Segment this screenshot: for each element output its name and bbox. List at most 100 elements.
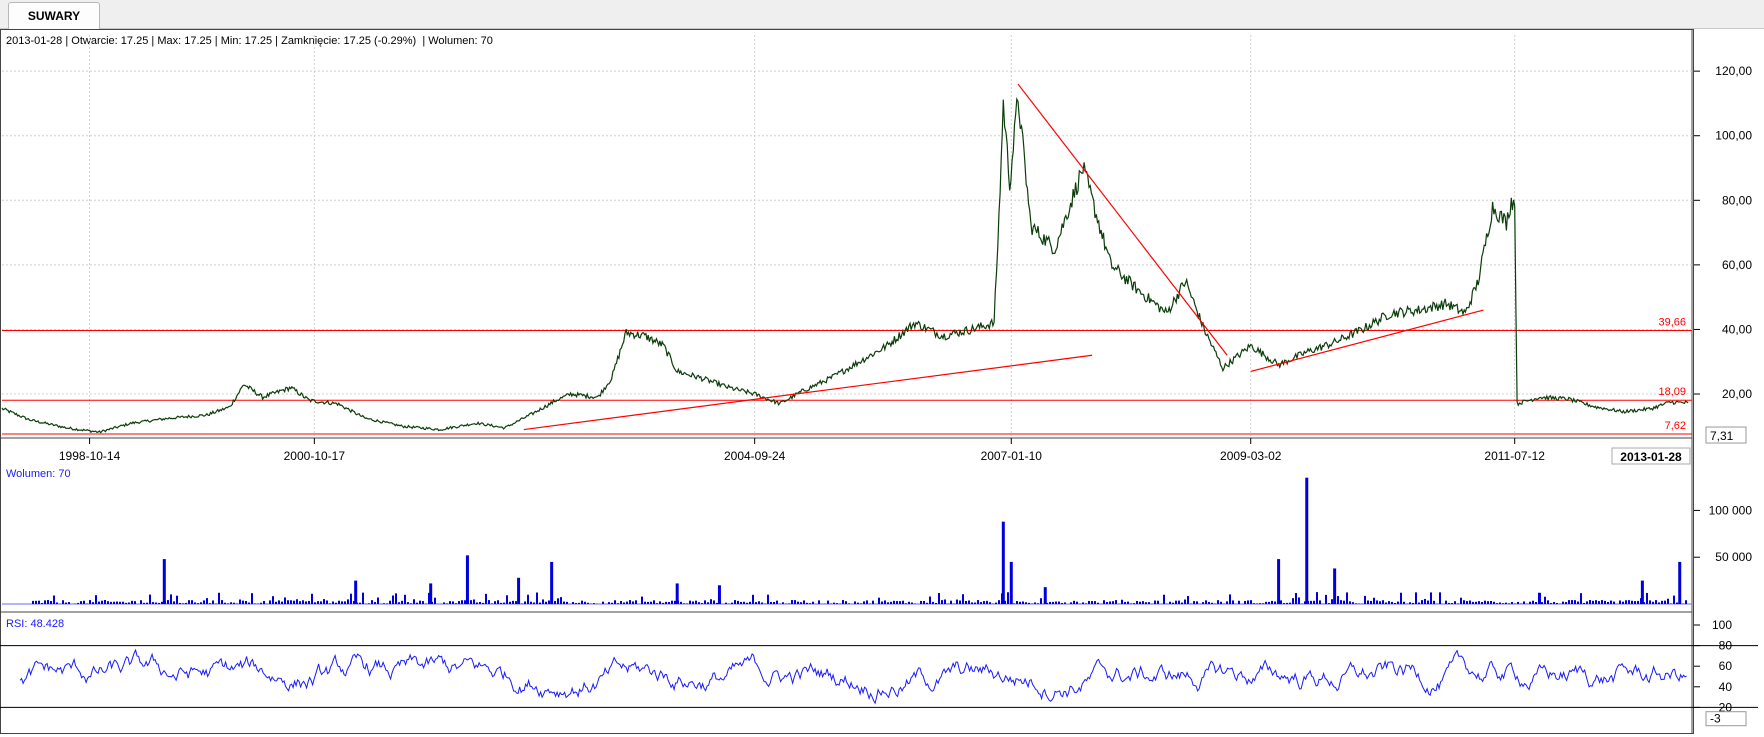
volume-bar (893, 600, 895, 604)
volume-bar (1502, 603, 1504, 604)
price-y-axis: 20,00 40,00 60,00 80,00 100,00 120,00 7,31 (1694, 64, 1752, 444)
volume-bar (1208, 602, 1210, 604)
volume-bar (422, 601, 424, 604)
volume-bar (1412, 602, 1414, 604)
volume-bar (182, 603, 184, 604)
volume-bar (218, 592, 220, 604)
volume-bar (1619, 600, 1621, 604)
volume-bar (251, 593, 253, 604)
volume-bar (281, 601, 283, 604)
volume-bar (1085, 603, 1087, 604)
rsi-series (0, 645, 1758, 708)
volume-bar (212, 600, 214, 604)
volume-bar (464, 600, 466, 604)
volume-bar (1046, 602, 1048, 604)
volume-bar (1511, 602, 1513, 604)
volume-bar (1439, 592, 1441, 604)
volume-bar (1568, 600, 1570, 604)
volume-bar (1661, 600, 1663, 604)
volume-y-axis: 50 000 100 000 (1694, 503, 1752, 564)
volume-bar (506, 595, 508, 604)
volume-bar (1601, 600, 1603, 604)
volume-bar (1667, 598, 1669, 604)
date-x-tick-label: 1998-10-14 (59, 449, 121, 463)
volume-bar (161, 601, 163, 604)
price-line (1, 96, 1689, 434)
volume-y-tick-label: 100 000 (1709, 503, 1753, 517)
last-date-label: 2013-01-28 (1620, 450, 1682, 464)
volume-bar (485, 593, 487, 604)
volume-bar (650, 601, 652, 604)
volume-bar (1565, 602, 1567, 604)
volume-bar (158, 602, 160, 604)
volume-bar (908, 601, 910, 604)
volume-bar (362, 592, 364, 604)
volume-bar (491, 603, 493, 604)
volume-bar (1124, 601, 1126, 604)
volume-bar (1001, 521, 1005, 604)
tab-suwary[interactable]: SUWARY (8, 2, 100, 29)
volume-bar (620, 601, 622, 604)
volume-bar (563, 601, 565, 604)
volume-bar (1379, 601, 1381, 604)
volume-bar (1670, 603, 1672, 604)
volume-bar (1333, 568, 1337, 604)
volume-bar (314, 602, 316, 604)
volume-bar (890, 601, 892, 604)
volume-bar (458, 601, 460, 604)
volume-bar (1202, 602, 1204, 604)
volume-bar (1049, 601, 1051, 604)
volume-bar (509, 601, 511, 604)
volume-bar (56, 602, 58, 604)
volume-bar (965, 601, 967, 604)
volume-bar (290, 600, 292, 604)
volume-bar (550, 561, 554, 604)
rsi-y-tick-label: 40 (1719, 680, 1733, 694)
volume-bar (1340, 600, 1342, 604)
volume-bar (236, 603, 238, 604)
volume-bar (1091, 601, 1093, 604)
volume-bar (791, 600, 793, 604)
volume-bar (200, 602, 202, 604)
volume-bar (887, 602, 889, 604)
volume-bar (542, 599, 544, 604)
volume-bar (263, 600, 265, 604)
volume-bar (809, 603, 811, 604)
volume-bar (1106, 602, 1108, 604)
volume-bar (1622, 601, 1624, 604)
volume-bar (1337, 596, 1339, 604)
volume-bar (50, 601, 52, 604)
volume-bar (692, 601, 694, 604)
volume-bar (737, 600, 739, 604)
volume-bar (419, 600, 421, 604)
volume-bar (62, 600, 64, 604)
volume-bar (878, 597, 880, 604)
volume-bar (401, 600, 403, 604)
volume-bar (1019, 601, 1021, 604)
volume-bar (533, 602, 535, 604)
volume-bar (1247, 600, 1249, 604)
volume-bar (1409, 602, 1411, 604)
volume-bar (854, 601, 856, 604)
volume-bar (503, 602, 505, 604)
volume-bar (1424, 598, 1426, 604)
volume-bar (1040, 598, 1042, 604)
volume-bar (950, 600, 952, 604)
volume-series (2, 477, 1692, 605)
volume-bar (119, 601, 121, 604)
price-series (1, 96, 1689, 434)
rsi-y-tick-label: 100 (1712, 618, 1732, 632)
volume-bar (1238, 600, 1240, 604)
volume-bar (1175, 600, 1177, 604)
volume-bar (89, 600, 91, 604)
volume-bar (293, 600, 295, 604)
volume-bar (1268, 601, 1270, 604)
price-y-tick-label: 80,00 (1722, 193, 1752, 207)
volume-bar (77, 602, 79, 604)
volume-bar (1532, 600, 1534, 604)
volume-bar (1646, 592, 1648, 604)
volume-bar (517, 577, 521, 604)
volume-bar (1121, 599, 1123, 604)
volume-bar (152, 602, 154, 604)
